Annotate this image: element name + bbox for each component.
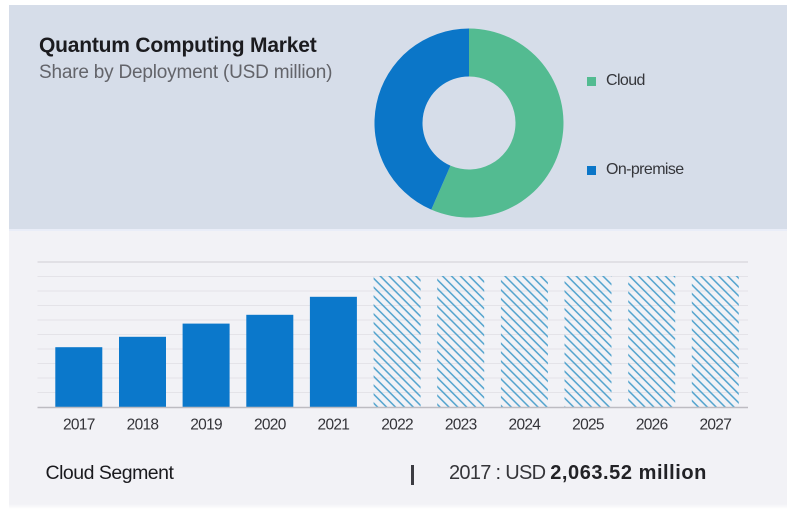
svg-text:2024: 2024 xyxy=(509,417,542,434)
svg-text:2022: 2022 xyxy=(381,417,413,434)
svg-text:2018: 2018 xyxy=(127,417,159,434)
svg-text:2026: 2026 xyxy=(636,417,668,434)
svg-text:2027: 2027 xyxy=(699,417,731,434)
svg-text:2020: 2020 xyxy=(254,417,287,434)
svg-text:2021: 2021 xyxy=(318,417,350,434)
svg-text:2017: 2017 xyxy=(63,417,95,434)
svg-text:2023: 2023 xyxy=(445,417,477,434)
svg-text:2025: 2025 xyxy=(572,417,604,434)
svg-text:2019: 2019 xyxy=(190,417,222,434)
